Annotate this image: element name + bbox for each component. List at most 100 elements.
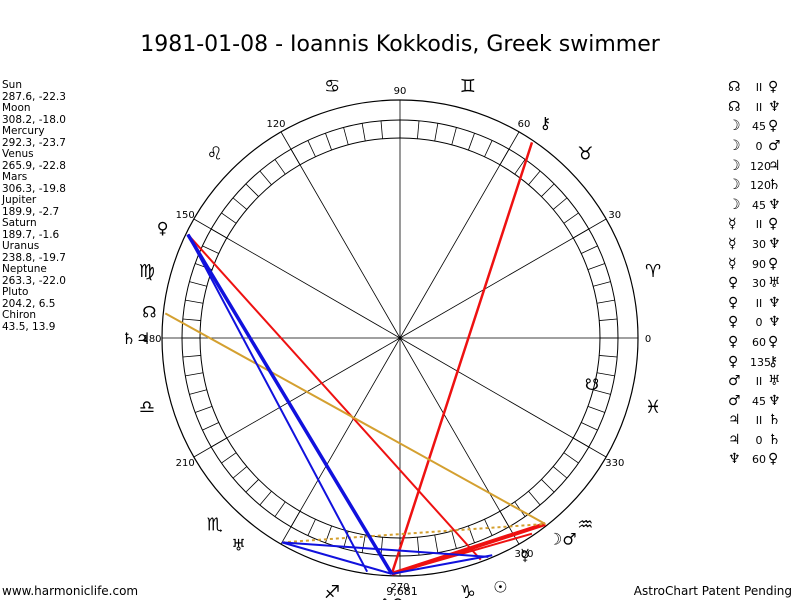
degree-tick: [581, 422, 598, 431]
degree-tick: [541, 183, 555, 197]
capricorn-icon: ♑: [460, 582, 476, 600]
degree-tick: [596, 372, 615, 377]
degree-tick: [417, 120, 420, 139]
degree-tick: [552, 197, 568, 210]
aspect-planet-icon: ☊: [728, 98, 741, 115]
degree-tick: [380, 537, 383, 556]
moon-mars-icon: ☽♂: [548, 530, 577, 549]
aspect-row: ♀ 135⚷: [728, 352, 784, 372]
degree-tick: [468, 133, 475, 151]
degree-tick: [587, 263, 605, 270]
planet-value: 306.3, -19.8: [2, 182, 66, 195]
degree-tick: [185, 372, 204, 377]
aspect-row: ☽ 0 ♂: [728, 137, 784, 157]
degree-tick: [343, 127, 349, 145]
house-spoke: [280, 337, 401, 545]
aspect-planet-icon: ♃: [728, 412, 741, 429]
footer-credit: AstroChart Patent Pending: [633, 584, 792, 598]
degree-tick: [541, 479, 555, 493]
degree-label: 0: [645, 334, 651, 345]
degree-tick: [563, 452, 579, 464]
degree-tick: [434, 534, 439, 553]
degree-label: 330: [605, 458, 624, 469]
aspect-planet-icon: ♀: [728, 353, 739, 370]
degree-tick: [232, 466, 248, 479]
aspect-angle: II: [755, 100, 763, 114]
aspect-angle: II: [755, 414, 763, 428]
pluto-icon: ♀: [157, 218, 169, 237]
planet-positions-list: Sun 287.6, -22.3 Moon 308.2, -18.0 Mercu…: [2, 79, 66, 333]
degree-tick: [514, 159, 526, 175]
aspect-row: ♀ 30 ♅: [728, 274, 784, 294]
gemini-icon: ♊: [460, 76, 476, 97]
planet-name: Saturn: [2, 217, 37, 229]
planet-value: 308.2, -18.0: [2, 113, 66, 126]
degree-tick: [182, 318, 201, 321]
aspect-planet-icon: ♀: [768, 255, 779, 272]
degree-tick: [361, 534, 366, 553]
aspect-angle: 60: [752, 335, 766, 349]
chart-title: 1981-01-08 - Ioannis Kokkodis, Greek swi…: [140, 32, 660, 57]
saturn-jupiter-icon: ♄♃: [122, 329, 151, 348]
degree-label: 90: [394, 86, 407, 97]
aspect-row: ♀ 0 ♆: [728, 313, 784, 333]
degree-tick: [307, 140, 316, 157]
degree-tick: [528, 490, 541, 506]
degree-tick: [189, 389, 207, 395]
aspect-angle: 45: [752, 198, 766, 212]
degree-tick: [484, 140, 493, 157]
extra-label: 9,681: [386, 585, 418, 598]
south-node-icon: ☋: [585, 375, 599, 394]
degree-tick: [434, 123, 439, 142]
aspect-planet-icon: ☊: [728, 79, 741, 96]
planet-name: Pluto: [2, 286, 29, 298]
aspect-angle: II: [755, 375, 763, 389]
degree-label: 30: [608, 210, 621, 221]
degree-tick: [202, 422, 219, 431]
aspect-line-gold: [281, 522, 546, 544]
aspect-row: ☽ 120♄: [728, 176, 784, 196]
aspect-row: ♃ 0 ♄: [728, 431, 784, 451]
house-spoke: [193, 218, 401, 339]
aspect-planet-icon: ♃: [768, 157, 781, 174]
degree-label: 60: [518, 119, 531, 130]
aspect-planet-icon: ♆: [768, 196, 781, 213]
degree-tick: [274, 159, 286, 175]
aspect-row: ♀ II ♆: [728, 294, 784, 314]
degree-tick: [380, 120, 383, 139]
degree-label: 270: [390, 582, 409, 593]
aspect-row: ♆ 60 ♀: [728, 450, 784, 470]
planet-name: Chiron: [2, 309, 37, 321]
sagittarius-icon: ♐: [324, 582, 340, 600]
degree-tick: [245, 183, 259, 197]
degree-tick: [581, 245, 598, 254]
degree-tick: [552, 466, 568, 479]
aspect-planet-icon: ♀: [728, 275, 739, 292]
sun-icon: ☉: [493, 577, 507, 596]
degree-tick: [596, 299, 615, 304]
degree-tick: [259, 170, 272, 186]
planet-value: 287.6, -22.3: [2, 90, 66, 103]
aspect-planet-icon: ♄: [768, 177, 781, 194]
aspect-row: ♂ II ♅: [728, 372, 784, 392]
planet-name: Venus: [2, 148, 34, 160]
aspect-angle: 90: [752, 257, 766, 271]
cancer-icon: ♋: [324, 76, 340, 97]
degree-tick: [593, 281, 611, 287]
house-spoke: [193, 337, 401, 458]
degree-label: 210: [176, 458, 195, 469]
degree-tick: [202, 245, 219, 254]
planet-value: 204.2, 6.5: [2, 297, 56, 310]
aspect-row: ☊ II ♀: [728, 78, 784, 98]
aspect-angle: 120: [750, 159, 771, 173]
aspect-planet-icon: ♆: [728, 451, 741, 468]
aspect-row: ☽ 120♃: [728, 156, 784, 176]
footer-website[interactable]: www.harmoniclife.com: [2, 584, 139, 598]
aspect-line-blue: [281, 541, 393, 575]
aspect-line-red: [187, 233, 482, 561]
aspect-row: ♂ 45 ♆: [728, 392, 784, 412]
degree-label: 300: [514, 549, 533, 560]
degree-label: 180: [142, 334, 161, 345]
planet-name: Jupiter: [2, 194, 37, 206]
aspect-planet-icon: ♅: [768, 275, 781, 292]
